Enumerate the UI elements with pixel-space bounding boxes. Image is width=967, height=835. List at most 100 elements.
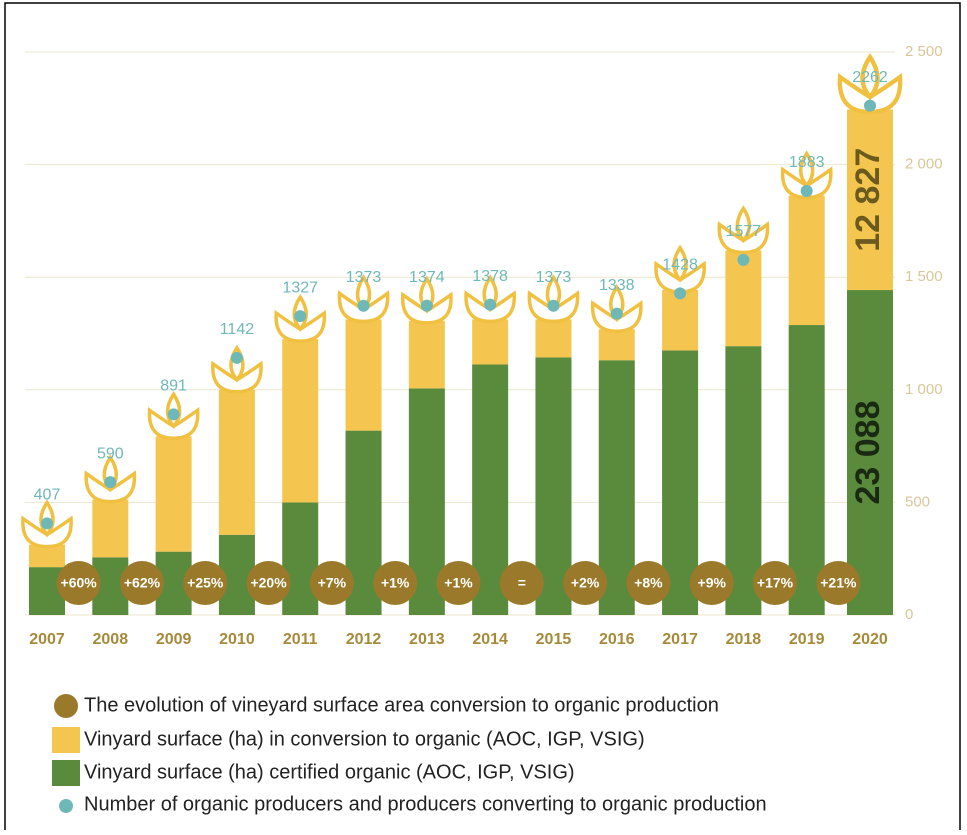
x-tick-label: 2007 bbox=[29, 631, 65, 648]
bar bbox=[29, 544, 65, 568]
x-tick-label: 2019 bbox=[789, 631, 825, 648]
legend: The evolution of vineyard surface area c… bbox=[52, 694, 767, 815]
flower bbox=[837, 53, 903, 115]
producer-dot bbox=[357, 299, 370, 312]
x-tick-label: 2009 bbox=[156, 631, 192, 648]
producer-dot bbox=[800, 184, 813, 197]
petal bbox=[837, 72, 903, 115]
evolution-label: +8% bbox=[634, 575, 663, 591]
x-tick-label: 2016 bbox=[599, 631, 635, 648]
producer-label: 1338 bbox=[599, 277, 635, 294]
bar bbox=[345, 319, 382, 431]
producer-label: 1327 bbox=[282, 279, 318, 296]
evolution-circle bbox=[309, 561, 354, 605]
evolution-circle bbox=[56, 561, 101, 605]
x-tick-label: 2018 bbox=[726, 631, 762, 648]
y2-tick-label: 500 bbox=[905, 493, 930, 510]
petal bbox=[654, 260, 706, 294]
x-tick-label: 2011 bbox=[283, 631, 318, 648]
x-tick-label: 2020 bbox=[852, 631, 888, 648]
legend-label: The evolution of vineyard surface area c… bbox=[84, 694, 719, 716]
producer-dot bbox=[294, 310, 307, 323]
x-tick-label: 2008 bbox=[93, 631, 129, 648]
flower bbox=[654, 244, 706, 294]
evolution-circle bbox=[689, 561, 734, 605]
bar bbox=[598, 329, 635, 361]
petal bbox=[21, 515, 73, 549]
petal bbox=[464, 290, 516, 324]
x-tick-label: 2017 bbox=[662, 631, 698, 648]
evolution-label: +2% bbox=[571, 575, 600, 591]
producer-label: 1378 bbox=[472, 268, 508, 285]
evolution-circle bbox=[373, 561, 418, 605]
legend-label: Number of organic producers and producer… bbox=[84, 793, 767, 815]
bar bbox=[725, 250, 762, 347]
petal bbox=[527, 290, 580, 324]
bar bbox=[535, 357, 572, 615]
bar bbox=[282, 502, 319, 615]
evolution-circle bbox=[626, 561, 671, 605]
producer-dot bbox=[104, 476, 117, 489]
y2-tick-label: 2 500 bbox=[905, 43, 943, 60]
producer-label: 1577 bbox=[726, 223, 762, 240]
evolution-label: +62% bbox=[124, 575, 161, 591]
producer-dot bbox=[230, 351, 243, 364]
bar bbox=[218, 389, 255, 535]
producer-label: 1883 bbox=[789, 154, 825, 171]
evolution-circle bbox=[563, 561, 608, 605]
evolution-circle bbox=[753, 561, 798, 605]
x-tick-label: 2013 bbox=[409, 631, 445, 648]
bar bbox=[662, 289, 699, 351]
producer-label: 2262 bbox=[852, 69, 888, 86]
producer-dot bbox=[547, 299, 560, 312]
producer-label: 891 bbox=[160, 378, 187, 395]
producer-dot bbox=[41, 517, 53, 530]
evolution-label: +7% bbox=[318, 575, 347, 591]
evolution-circle bbox=[436, 561, 481, 605]
producer-label: 1142 bbox=[220, 321, 255, 338]
x-tick-label: 2015 bbox=[536, 631, 572, 648]
legend-marker bbox=[59, 799, 73, 813]
producer-dot bbox=[737, 253, 750, 266]
y2-tick-label: 1 500 bbox=[905, 268, 943, 285]
petal bbox=[780, 166, 833, 200]
petal bbox=[337, 290, 390, 324]
producer-label: 590 bbox=[97, 445, 124, 462]
evolution-label: +1% bbox=[381, 575, 410, 591]
petal bbox=[735, 205, 752, 244]
evolution-label: +20% bbox=[250, 575, 287, 591]
y2-tick-label: 1 000 bbox=[905, 381, 943, 398]
petal bbox=[147, 407, 200, 440]
evolution-label: +25% bbox=[187, 575, 224, 591]
producer-dot bbox=[864, 99, 876, 112]
evolution-label: +17% bbox=[757, 575, 794, 591]
bar bbox=[472, 319, 509, 365]
producer-label: 1374 bbox=[409, 269, 445, 286]
evolution-label: +21% bbox=[820, 575, 857, 591]
petal bbox=[798, 150, 815, 189]
bar bbox=[408, 320, 445, 389]
legend-marker bbox=[52, 727, 80, 753]
producer-dot bbox=[167, 408, 180, 421]
legend-label: Vinyard surface (ha) in conversion to or… bbox=[84, 728, 645, 750]
frame bbox=[4, 2, 961, 835]
petal bbox=[672, 244, 688, 283]
bar bbox=[662, 350, 699, 615]
producer-label: 1373 bbox=[346, 269, 382, 286]
producer-label: 1373 bbox=[536, 269, 572, 286]
bar bbox=[847, 290, 893, 615]
legend-label: Vinyard surface (ha) certified organic (… bbox=[84, 761, 575, 783]
x-tick-label: 2014 bbox=[472, 631, 508, 648]
flower bbox=[780, 150, 833, 200]
producer-dot bbox=[484, 298, 497, 311]
bar bbox=[282, 339, 319, 503]
evolution-circle bbox=[499, 561, 544, 605]
petal bbox=[717, 221, 770, 255]
evolution-circle bbox=[246, 561, 291, 605]
petal bbox=[274, 309, 327, 343]
evolution-label: +1% bbox=[444, 575, 473, 591]
bar bbox=[847, 109, 893, 291]
evolution-label: +9% bbox=[698, 575, 727, 591]
y2-tick-label: 2 000 bbox=[905, 156, 943, 173]
petal bbox=[860, 53, 880, 101]
